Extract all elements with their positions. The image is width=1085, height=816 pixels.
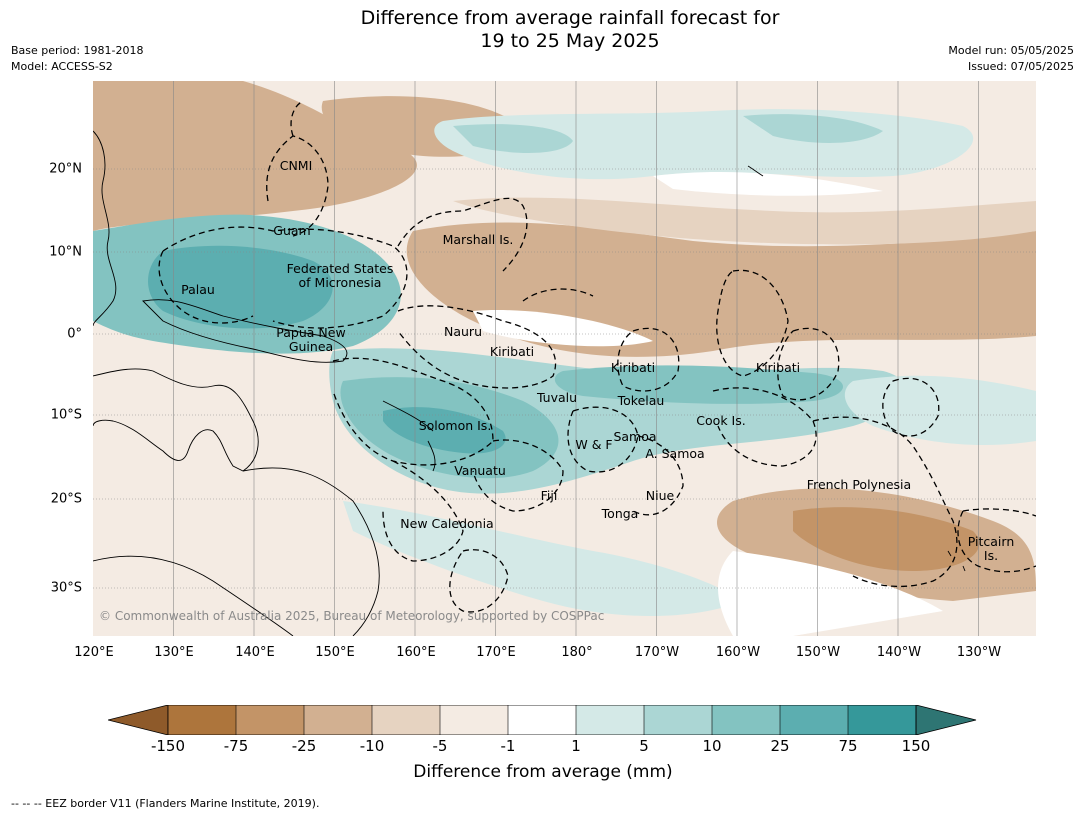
region-label-fiji: Fiji <box>540 488 558 503</box>
dry-zone-south-east-core <box>793 507 980 571</box>
neutral-zone-c <box>718 551 943 636</box>
lon-label-160w: 160°W <box>715 645 761 660</box>
colorbar-tick-10: 10 <box>702 737 722 755</box>
colorbar-tick-neg75: -75 <box>223 737 249 755</box>
title-line-1: Difference from average rainfall forecas… <box>360 7 780 29</box>
colorbar-bin-neg5-neg1 <box>440 705 508 735</box>
region-label-new-caledonia: New Caledonia <box>400 516 494 531</box>
region-label-vanuatu: Vanuatu <box>454 463 506 478</box>
wet-zone-south <box>343 501 743 616</box>
map-canvas <box>93 81 1036 636</box>
neutral-zone-a <box>473 310 653 347</box>
wet-zone-north-east-inner <box>453 114 883 153</box>
colorbar-extend-low <box>108 705 169 735</box>
issued-date: Issued: 07/05/2025 <box>967 60 1074 73</box>
lat-label-20s: 20°S <box>50 491 82 507</box>
lon-label-160e: 160°E <box>396 645 436 660</box>
region-label-marshall-is: Marshall Is. <box>442 232 514 247</box>
wet-zone-east <box>844 375 1036 446</box>
colorbar-tick-neg10: -10 <box>359 737 385 755</box>
lat-label-20n: 20°N <box>49 161 82 177</box>
model-name: Model: ACCESS-S2 <box>11 60 113 73</box>
colorbar-bin-neg150-neg75 <box>168 705 236 735</box>
region-label-w-and-f: W & F <box>575 437 613 452</box>
colorbar-legend <box>108 705 977 735</box>
region-label-guam: Guam <box>273 223 311 238</box>
run-info: Model run: 05/05/2025 Issued: 07/05/2025 <box>948 43 1074 75</box>
colorbar-bin-neg10-neg5 <box>372 705 440 735</box>
dry-zone-north-west <box>93 81 417 231</box>
coastlines <box>93 130 966 636</box>
colorbar-tick-5: 5 <box>639 737 649 755</box>
copyright-notice: © Commonwealth of Australia 2025, Bureau… <box>99 609 605 623</box>
wet-zone-warm-pool-core <box>148 245 333 329</box>
wet-zone-spcz-core <box>383 407 506 454</box>
lon-label-170w: 170°W <box>634 645 680 660</box>
colorbar-tick-1: 1 <box>571 737 581 755</box>
lon-label-140w: 140°W <box>876 645 922 660</box>
rainfall-anomaly-map[interactable]: CNMI Guam Marshall Is. Federated States … <box>93 81 1036 636</box>
colorbar-bin-25-75 <box>780 705 848 735</box>
wet-zone-central-pacific <box>554 365 843 404</box>
title-line-2: 19 to 25 May 2025 <box>480 30 660 52</box>
eez-footnote: -- -- -- EEZ border V11 (Flanders Marine… <box>11 797 320 810</box>
region-label-kiribati-east: Kiribati <box>755 360 801 375</box>
colorbar-tick-neg25: -25 <box>291 737 317 755</box>
lon-label-180: 180° <box>561 645 593 660</box>
region-label-american-samoa: A. Samoa <box>645 446 705 461</box>
map-title: Difference from average rainfall forecas… <box>0 7 1085 53</box>
region-label-kiribati-central: Kiribati <box>610 360 656 375</box>
region-label-fsm: Federated States of Micronesia <box>286 261 394 290</box>
colorbar-tick-25: 25 <box>770 737 790 755</box>
colorbar-bin-1-5 <box>576 705 644 735</box>
neutral-zone-b <box>653 171 883 196</box>
lon-label-130w: 130°W <box>956 645 1002 660</box>
colorbar-bin-10-25 <box>712 705 780 735</box>
region-label-cook-is: Cook Is. <box>696 413 746 428</box>
region-label-cnmi: CNMI <box>279 158 313 173</box>
region-label-palau: Palau <box>181 282 215 297</box>
graticule <box>93 81 1036 636</box>
region-label-png: Papua New Guinea <box>276 325 346 354</box>
model-run: Model run: 05/05/2025 <box>948 44 1074 57</box>
colorbar-tick-neg150: -150 <box>150 737 186 755</box>
region-label-kiribati-west: Kiribati <box>489 344 535 359</box>
region-label-tuvalu: Tuvalu <box>536 390 578 405</box>
colorbar-tick-150: 150 <box>901 737 931 755</box>
colorbar-extend-high <box>915 705 977 735</box>
region-label-nauru: Nauru <box>444 324 482 339</box>
lon-label-130e: 130°E <box>154 645 194 660</box>
lat-label-0: 0° <box>67 326 82 342</box>
region-label-niue: Niue <box>645 488 675 503</box>
lat-label-10s: 10°S <box>50 407 82 423</box>
colorbar-tick-neg1: -1 <box>500 737 516 755</box>
colorbar-bin-5-10 <box>644 705 712 735</box>
region-label-pitcairn-is: Pitcairn Is. <box>967 534 1015 563</box>
colorbar-bin-neg25-neg10 <box>304 705 372 735</box>
lon-label-170e: 170°E <box>476 645 516 660</box>
lon-label-150e: 150°E <box>315 645 355 660</box>
dry-zone-equatorial-light <box>453 197 1036 245</box>
region-label-tokelau: Tokelau <box>617 393 665 408</box>
lon-label-140e: 140°E <box>235 645 275 660</box>
eez-borders <box>158 100 1036 613</box>
region-label-samoa: Samoa <box>613 429 657 444</box>
colorbar-bin-75-150 <box>848 705 916 735</box>
lat-label-10n: 10°N <box>49 244 82 260</box>
region-label-solomon-is: Solomon Is. <box>418 418 492 433</box>
colorbar-tick-75: 75 <box>838 737 858 755</box>
lon-label-150w: 150°W <box>795 645 841 660</box>
region-label-tonga: Tonga <box>601 506 639 521</box>
colorbar-bin-neg1-1 <box>508 705 576 735</box>
colorbar-title: Difference from average (mm) <box>413 762 673 782</box>
colorbar-tick-neg5: -5 <box>432 737 448 755</box>
lon-label-120e: 120°E <box>74 645 114 660</box>
region-label-french-polynesia: French Polynesia <box>806 477 912 492</box>
lat-label-30s: 30°S <box>50 580 82 596</box>
base-period: Base period: 1981-2018 <box>11 44 144 57</box>
model-info: Base period: 1981-2018 Model: ACCESS-S2 <box>11 43 143 75</box>
colorbar-bin-neg75-neg25 <box>236 705 304 735</box>
